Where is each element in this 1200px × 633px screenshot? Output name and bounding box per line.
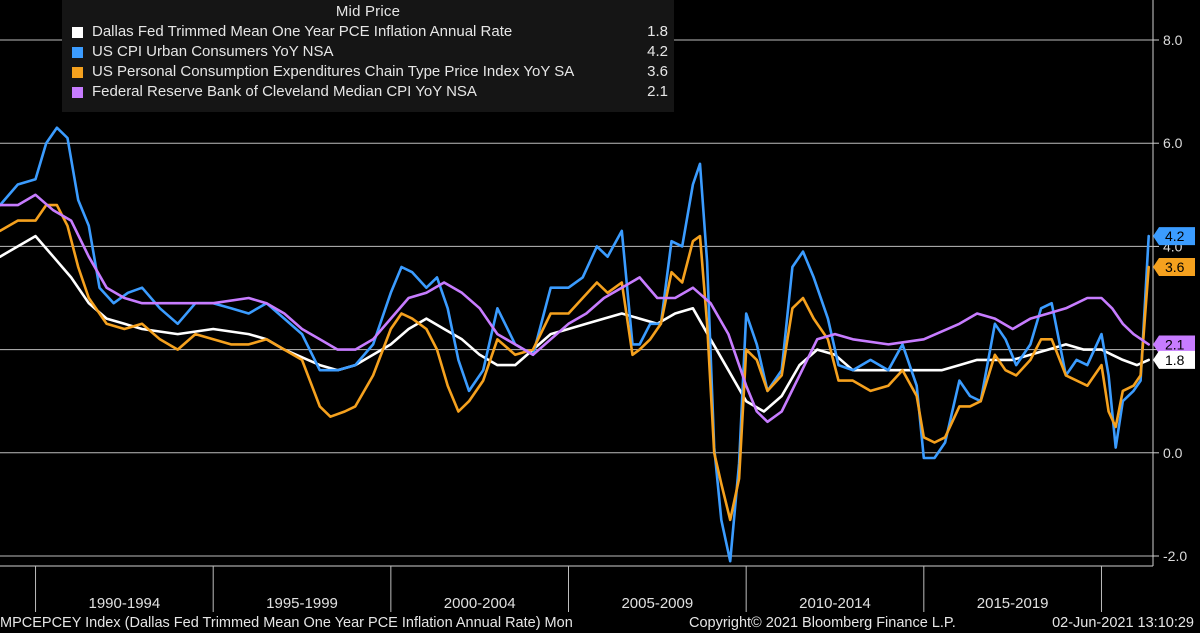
series-line-0: [0, 234, 1150, 413]
last-value-tag-box: [1153, 227, 1195, 246]
y-tick-label: 8.0: [1163, 32, 1183, 48]
x-period-label: 1990-1994: [88, 595, 160, 612]
series-line-1: [0, 126, 1150, 563]
x-period-label: 2010-2014: [799, 595, 871, 612]
legend: Mid Price Dallas Fed Trimmed Mean One Ye…: [62, 0, 674, 112]
gridlines: [0, 39, 1153, 557]
legend-item-us-pce[interactable]: US Personal Consumption Expenditures Cha…: [62, 62, 674, 82]
last-value-tag-box: [1153, 258, 1195, 277]
y-tick-label: -2.0: [1163, 548, 1187, 564]
last-value-tag-label: 4.2: [1165, 228, 1185, 244]
last-value-tag-label: 2.1: [1165, 336, 1185, 352]
legend-swatch-purple: [72, 87, 83, 98]
legend-value: 2.1: [647, 83, 668, 100]
last-value-tag: 2.1: [1153, 335, 1195, 354]
legend-label: Dallas Fed Trimmed Mean One Year PCE Inf…: [92, 23, 513, 40]
x-period-label: 2005-2009: [621, 595, 693, 612]
legend-label: Federal Reserve Bank of Cleveland Median…: [92, 83, 477, 100]
y-tick-label: 6.0: [1163, 135, 1183, 151]
last-value-tag-label: 1.8: [1165, 352, 1185, 368]
last-value-tags: 4.2 3.6 2.11.8: [1153, 227, 1195, 369]
legend-label: US CPI Urban Consumers YoY NSA: [92, 43, 334, 60]
series-lines: [0, 126, 1150, 563]
timestamp: 02-Jun-2021 13:10:29: [1052, 615, 1194, 631]
last-value-tag: 3.6: [1153, 258, 1195, 277]
series-line-2: [0, 203, 1150, 522]
legend-swatch-white: [72, 27, 83, 38]
legend-item-cleveland-median-cpi[interactable]: Federal Reserve Bank of Cleveland Median…: [62, 82, 674, 102]
legend-item-dallas-fed[interactable]: Dallas Fed Trimmed Mean One Year PCE Inf…: [62, 22, 674, 42]
last-value-tag-box: [1153, 350, 1195, 369]
last-value-tag: 4.2: [1153, 227, 1195, 246]
copyright-notice: Copyright© 2021 Bloomberg Finance L.P.: [689, 615, 956, 631]
y-tick-label: 0.0: [1163, 445, 1183, 461]
x-period-label: 2015-2019: [977, 595, 1049, 612]
legend-swatch-orange: [72, 67, 83, 78]
legend-value: 3.6: [647, 63, 668, 80]
y-axis: 8.06.04.02.00.0-2.0: [1152, 0, 1187, 566]
x-period-label: 2000-2004: [444, 595, 516, 612]
legend-value: 1.8: [647, 23, 668, 40]
legend-label: US Personal Consumption Expenditures Cha…: [92, 63, 575, 80]
last-value-tag-label: 3.6: [1165, 259, 1185, 275]
x-period-label: 1995-1999: [266, 595, 338, 612]
x-period-axis: 1990-1994 1995-1999 2000-2004 2005-2009 2010…: [0, 565, 1153, 612]
security-description: MPCEPCEY Index (Dallas Fed Trimmed Mean …: [0, 615, 573, 631]
series-line-3: [0, 193, 1150, 424]
legend-swatch-blue: [72, 47, 83, 58]
footer-bar: MPCEPCEY Index (Dallas Fed Trimmed Mean …: [0, 613, 1200, 633]
last-value-tag: 1.8: [1153, 350, 1195, 369]
legend-item-us-cpi[interactable]: US CPI Urban Consumers YoY NSA 4.2: [62, 42, 674, 62]
last-value-tag-box: [1153, 335, 1195, 354]
legend-title: Mid Price: [335, 3, 401, 20]
legend-value: 4.2: [647, 43, 668, 60]
